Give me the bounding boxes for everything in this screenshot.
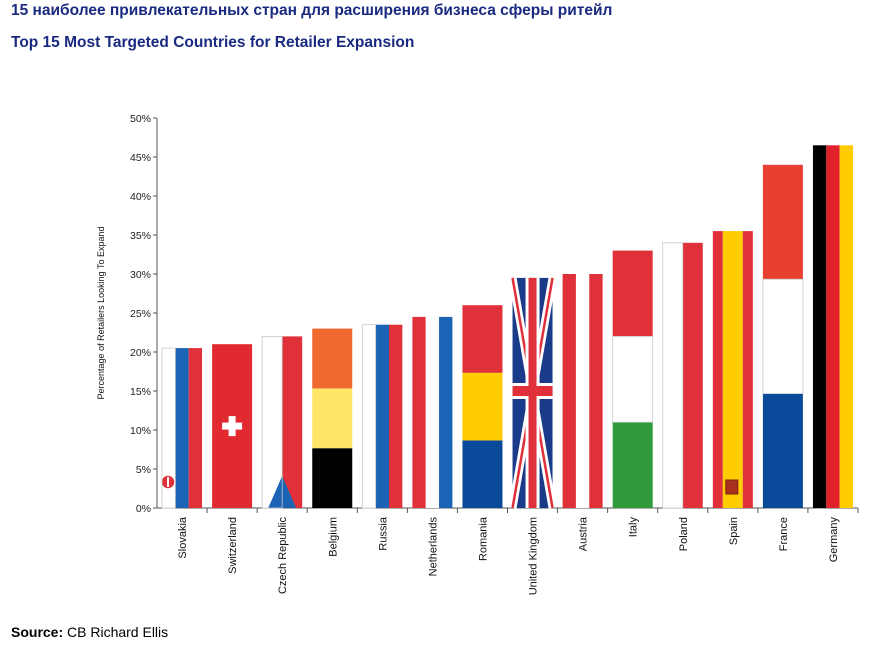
flag-stripe bbox=[762, 393, 803, 508]
y-tick-label: 10% bbox=[130, 425, 151, 437]
flag-outline bbox=[662, 242, 684, 509]
flag-stripe bbox=[375, 324, 389, 508]
flag-stripe bbox=[462, 372, 503, 441]
bar-austria bbox=[562, 274, 603, 508]
flag-stripe bbox=[388, 324, 403, 508]
x-tick-label: United Kingdom bbox=[528, 517, 540, 595]
flag-stripe bbox=[612, 250, 653, 337]
bar-united-kingdom bbox=[508, 277, 557, 509]
x-tick-label: Poland bbox=[678, 517, 690, 551]
x-tick-label: Romania bbox=[477, 516, 489, 561]
bar-france bbox=[762, 164, 804, 508]
flag-stripe bbox=[462, 440, 503, 508]
bar-netherlands bbox=[412, 316, 453, 508]
bar-poland bbox=[662, 242, 703, 509]
y-tick-label: 50% bbox=[130, 113, 151, 125]
flag-stripe bbox=[312, 448, 353, 508]
bar-russia bbox=[361, 324, 403, 509]
flag-outline bbox=[161, 347, 176, 509]
bar-italy bbox=[612, 250, 654, 508]
flag-stripe bbox=[162, 348, 176, 508]
flag-stripe bbox=[712, 231, 723, 508]
y-tick-label: 15% bbox=[130, 386, 151, 398]
flag-stripe bbox=[512, 386, 553, 396]
x-tick-label: Slovakia bbox=[177, 516, 189, 558]
flag-stripe bbox=[575, 274, 590, 508]
x-tick-label: Russia bbox=[377, 516, 389, 551]
x-tick-label: Austria bbox=[578, 516, 590, 551]
y-tick-label: 20% bbox=[130, 347, 151, 359]
source-value: CB Richard Ellis bbox=[67, 624, 169, 640]
flag-stripe bbox=[839, 145, 853, 509]
y-tick-label: 45% bbox=[130, 152, 151, 164]
y-tick-label: 0% bbox=[136, 503, 151, 515]
flag-stripe bbox=[412, 316, 426, 508]
flag-stripe bbox=[826, 145, 840, 509]
flag-stripe bbox=[812, 145, 827, 509]
y-tick-label: 40% bbox=[130, 191, 151, 203]
flag-stripe bbox=[282, 336, 303, 508]
y-axis-title: Percentage of Retailers Looking To Expan… bbox=[96, 227, 106, 400]
coat-of-arms-icon bbox=[725, 479, 739, 495]
flag-stripe bbox=[425, 316, 440, 508]
flag-stripe bbox=[362, 324, 376, 508]
flag-stripe bbox=[312, 328, 353, 389]
flag-stripe bbox=[262, 336, 283, 508]
bar-slovakia bbox=[160, 347, 203, 509]
y-tick-label: 35% bbox=[130, 230, 151, 242]
flag-stripe bbox=[589, 274, 603, 508]
x-tick-label: France bbox=[778, 517, 790, 551]
x-tick-label: Belgium bbox=[327, 517, 339, 557]
y-tick-label: 25% bbox=[130, 308, 151, 320]
x-tick-label: Czech Republic bbox=[277, 517, 289, 595]
y-tick-label: 30% bbox=[130, 269, 151, 281]
flag-stripe bbox=[762, 279, 803, 394]
x-tick-label: Netherlands bbox=[427, 517, 439, 577]
source-label: Source: bbox=[11, 624, 64, 640]
bar-czech-republic bbox=[261, 335, 303, 509]
flag-stripe bbox=[175, 348, 189, 508]
flag-stripe bbox=[612, 422, 653, 508]
flag-outline bbox=[612, 335, 654, 423]
x-tick-label: Germany bbox=[828, 517, 840, 563]
flag-stripe bbox=[762, 164, 803, 280]
flag-outline bbox=[261, 335, 283, 509]
source-note: Source: CB Richard Ellis bbox=[11, 624, 168, 640]
flag-stripe bbox=[612, 336, 653, 423]
flag-stripe bbox=[682, 242, 703, 509]
flag-stripe bbox=[462, 305, 503, 373]
flag-stripe bbox=[439, 316, 453, 508]
bar-switzerland bbox=[212, 344, 253, 508]
x-tick-label: Switzerland bbox=[227, 517, 239, 574]
bar-belgium bbox=[312, 328, 353, 508]
chart-title-english: Top 15 Most Targeted Countries for Retai… bbox=[11, 34, 415, 51]
flag-stripe bbox=[312, 388, 353, 449]
flag-outline bbox=[361, 324, 377, 509]
flag-stripe bbox=[662, 242, 683, 509]
flag-stripe bbox=[722, 231, 743, 508]
flag-stripe bbox=[228, 416, 236, 437]
flag-stripe bbox=[188, 348, 203, 508]
flag-stripe bbox=[562, 274, 576, 508]
x-tick-label: Spain bbox=[728, 517, 740, 545]
flag-outline bbox=[762, 278, 804, 395]
bar-spain bbox=[712, 231, 753, 508]
bar-romania bbox=[462, 305, 503, 508]
x-tick-label: Italy bbox=[628, 517, 640, 538]
flag-stripe bbox=[742, 231, 753, 508]
bar-germany bbox=[812, 145, 853, 509]
cross-icon bbox=[167, 477, 170, 487]
chart-title-russian: 15 наиболее привлекательных стран для ра… bbox=[11, 2, 613, 19]
y-tick-label: 5% bbox=[136, 464, 151, 476]
